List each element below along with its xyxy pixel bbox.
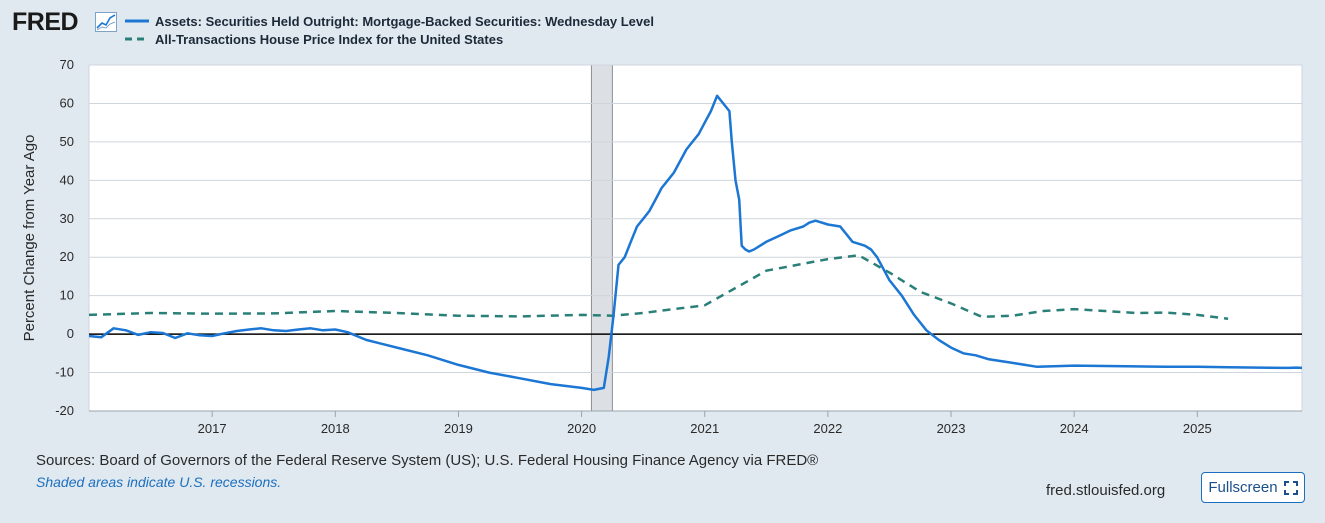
x-tick-label: 2022 <box>813 421 842 436</box>
y-tick-label: 50 <box>60 134 74 149</box>
fred-logo[interactable]: FRED <box>12 8 79 36</box>
site-url[interactable]: fred.stlouisfed.org <box>1046 482 1166 499</box>
x-tick-label: 2020 <box>567 421 596 436</box>
recession-note: Shaded areas indicate U.S. recessions. <box>36 474 282 490</box>
legend-label-hpi: All-Transactions House Price Index for t… <box>155 31 504 47</box>
y-tick-label: 20 <box>60 249 74 264</box>
x-tick-label: 2024 <box>1060 421 1089 436</box>
x-tick-label: 2019 <box>444 421 473 436</box>
sources-text: Sources: Board of Governors of the Feder… <box>36 452 819 469</box>
y-tick-label: 60 <box>60 95 74 110</box>
x-tick-label: 2017 <box>198 421 227 436</box>
x-tick-label: 2025 <box>1183 421 1212 436</box>
y-tick-label: 40 <box>60 172 74 187</box>
x-tick-label: 2023 <box>937 421 966 436</box>
line-chart-icon <box>95 12 117 32</box>
series-line-mbs <box>88 94 1303 392</box>
x-tick-label: 2018 <box>321 421 350 436</box>
y-tick-label: -20 <box>55 403 74 418</box>
series-line-hpi <box>88 254 1229 320</box>
legend-swatch-solid <box>125 19 149 23</box>
y-axis-label: Percent Change from Year Ago <box>21 135 38 342</box>
legend-item-hpi[interactable]: All-Transactions House Price Index for t… <box>125 31 503 47</box>
legend-item-mbs[interactable]: Assets: Securities Held Outright: Mortga… <box>125 13 654 29</box>
y-tick-label: 70 <box>60 57 74 72</box>
y-tick-label: 0 <box>67 326 74 341</box>
legend-label-mbs: Assets: Securities Held Outright: Mortga… <box>155 13 654 29</box>
fullscreen-label: Fullscreen <box>1208 479 1278 496</box>
y-tick-label: -10 <box>55 365 74 380</box>
plot-area <box>89 65 1302 411</box>
y-tick-label: 10 <box>60 288 74 303</box>
x-tick-label: 2021 <box>690 421 719 436</box>
fullscreen-button[interactable]: Fullscreen <box>1201 472 1305 503</box>
expand-icon <box>1283 480 1298 495</box>
legend-swatch-dashed <box>125 37 149 41</box>
y-tick-label: 30 <box>60 211 74 226</box>
